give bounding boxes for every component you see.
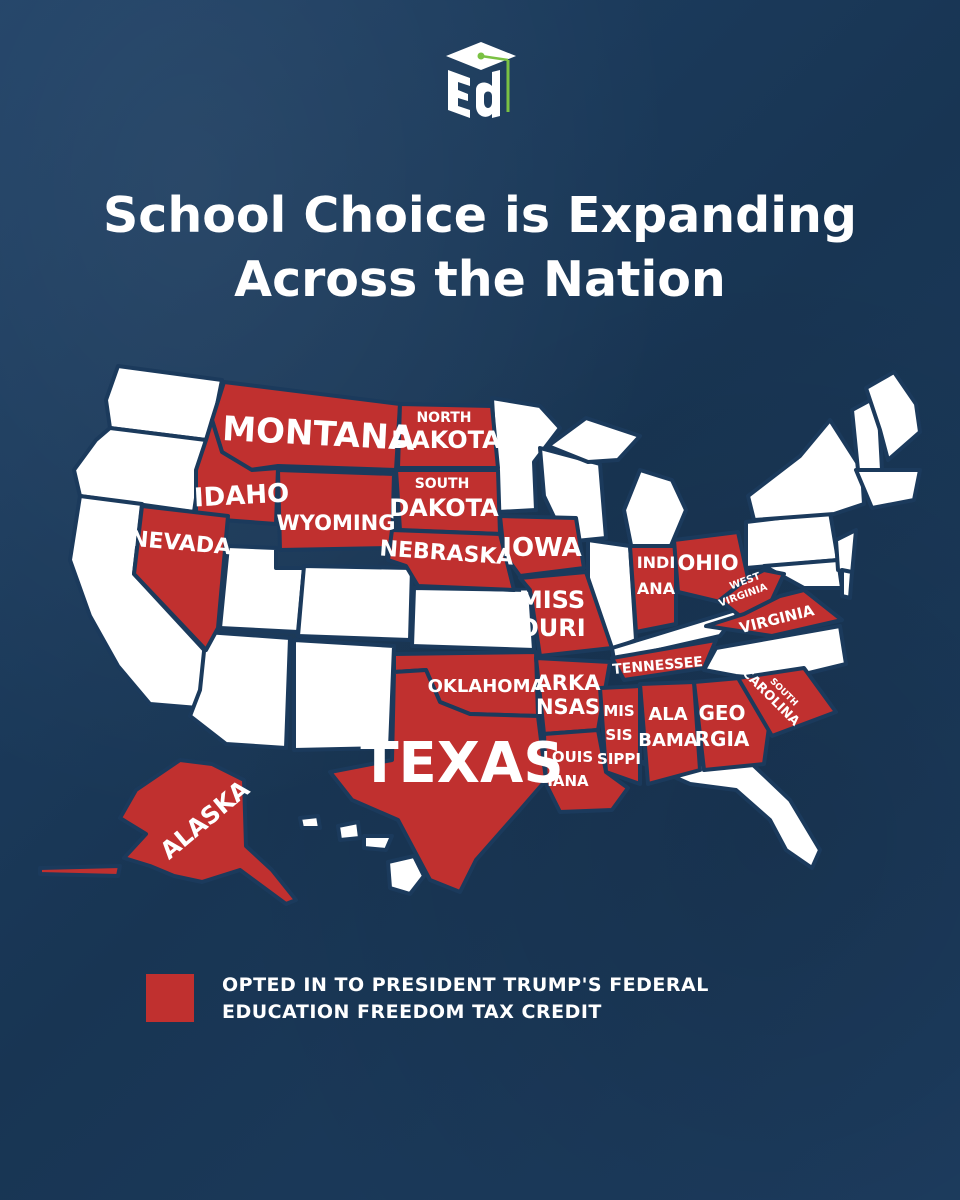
label-iowa: IOWA [502, 533, 581, 563]
state-hawaii-4 [386, 854, 426, 896]
legend-line-2: EDUCATION FREEDOM TAX CREDIT [222, 1001, 602, 1023]
state-michigan-upper [546, 416, 642, 464]
label-texas: TEXAS [360, 731, 563, 796]
label-oklahoma: OKLAHOMA [428, 676, 545, 697]
label-north-dakota-2: DAKOTA [391, 426, 501, 454]
state-hawaii-2 [336, 820, 362, 842]
label-georgia-2: RGIA [695, 727, 750, 751]
state-maine [864, 370, 922, 462]
state-delaware [840, 568, 854, 600]
state-colorado [296, 564, 414, 642]
state-nevada [132, 504, 230, 652]
state-kansas [410, 586, 536, 652]
label-mississippi-1: MIS [603, 702, 634, 720]
label-arkansas-1: ARKA [536, 671, 602, 695]
state-utah [218, 544, 306, 634]
state-new-york [746, 418, 866, 522]
ed-logo [446, 42, 516, 118]
label-missouri-1: MISS [519, 586, 585, 614]
title-line-2: Across the Nation [234, 251, 726, 308]
label-indiana-1: INDI [637, 553, 676, 572]
state-florida [638, 760, 822, 870]
state-idaho [194, 418, 280, 526]
state-hawaii-3 [362, 834, 394, 852]
state-south-carolina [736, 666, 838, 738]
state-wyoming [276, 468, 396, 552]
state-louisiana [542, 728, 630, 814]
label-georgia-1: GEO [698, 701, 745, 725]
label-mississippi-3: SIPPI [597, 750, 641, 768]
state-alaska-islands [38, 864, 122, 878]
legend-label: OPTED IN TO PRESIDENT TRUMP'S FEDERAL ED… [222, 972, 862, 1026]
state-iowa [498, 514, 586, 578]
state-hawaii-1 [298, 814, 322, 830]
state-new-jersey [834, 528, 858, 576]
label-wyoming: WYOMING [277, 511, 396, 535]
label-ohio: OHIO [677, 551, 738, 575]
legend-swatch-opted-in [146, 974, 194, 1022]
label-louisiana-1: LOUIS [543, 748, 593, 766]
graduation-cap-icon [446, 42, 516, 112]
state-texas [328, 668, 548, 894]
label-south-dakota-2: DAKOTA [389, 494, 499, 522]
label-south-dakota-1: SOUTH [415, 476, 470, 492]
title-line-1: School Choice is Expanding [103, 187, 857, 244]
label-indiana-2: ANA [637, 579, 676, 598]
legend-line-1: OPTED IN TO PRESIDENT TRUMP'S FEDERAL [222, 974, 709, 996]
state-alaska [118, 758, 298, 906]
state-new-mexico [292, 638, 396, 752]
state-tennessee [610, 638, 718, 682]
state-new-england-south [854, 468, 922, 510]
state-arizona [188, 630, 292, 750]
state-virginia [704, 588, 844, 638]
state-indiana [628, 544, 678, 634]
states-not-opted-in [68, 364, 922, 896]
state-alabama [638, 680, 702, 786]
state-missouri [518, 570, 614, 658]
label-tennessee: TENNESSEE [612, 654, 704, 678]
label-north-dakota-1: NORTH [416, 410, 471, 426]
page-title: School Choice is Expanding Across the Na… [0, 184, 960, 312]
label-alabama-1: ALA [648, 704, 687, 725]
label-idaho: IDAHO [193, 479, 290, 514]
label-missouri-2: OURI [518, 614, 585, 642]
state-mississippi [598, 684, 642, 786]
ed-letters [448, 70, 500, 118]
legend: OPTED IN TO PRESIDENT TRUMP'S FEDERAL ED… [146, 972, 866, 1024]
label-louisiana-2: IANA [547, 772, 589, 790]
states-opted-in [38, 380, 844, 906]
label-arkansas-2: NSAS [536, 695, 600, 719]
label-mississippi-2: SIS [605, 726, 632, 744]
label-alabama-2: BAMA [638, 730, 698, 751]
